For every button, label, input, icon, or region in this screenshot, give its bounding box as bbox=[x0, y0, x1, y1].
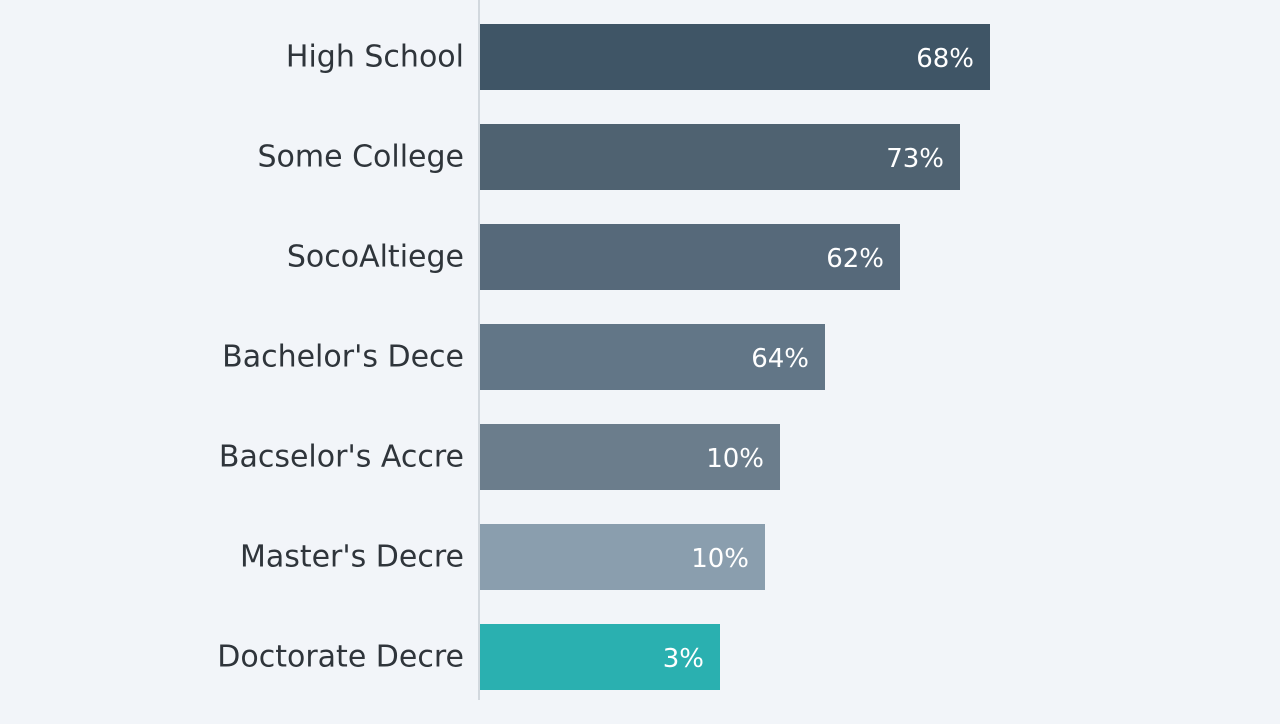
data-label: 10% bbox=[706, 444, 764, 474]
data-label: 68% bbox=[916, 44, 974, 74]
bar bbox=[480, 224, 900, 290]
bar-group: Master's Decre 10% bbox=[240, 524, 765, 590]
bar-group: Bachelor's Dece 64% bbox=[222, 324, 825, 390]
bar-group: High School 68% bbox=[286, 24, 990, 90]
bar bbox=[480, 324, 825, 390]
bar-group: Doctorate Decre 3% bbox=[217, 624, 720, 690]
bar bbox=[480, 624, 720, 690]
data-label: 73% bbox=[886, 144, 944, 174]
bar bbox=[480, 524, 765, 590]
bar-group: Bacselor's Accre 10% bbox=[219, 424, 780, 490]
bar-group: SocoAltiege 62% bbox=[287, 224, 900, 290]
bar bbox=[480, 424, 780, 490]
category-label: Doctorate Decre bbox=[217, 640, 464, 675]
category-label: Master's Decre bbox=[240, 540, 464, 575]
data-label: 10% bbox=[691, 544, 749, 574]
bar bbox=[480, 24, 990, 90]
bar bbox=[480, 124, 960, 190]
bar-group: Some College 73% bbox=[257, 124, 960, 190]
category-label: High School bbox=[286, 40, 464, 75]
category-label: Bacselor's Accre bbox=[219, 440, 464, 475]
category-label: Bachelor's Dece bbox=[222, 340, 464, 375]
category-label: Some College bbox=[257, 140, 464, 175]
data-label: 62% bbox=[826, 244, 884, 274]
data-label: 3% bbox=[663, 644, 704, 674]
category-label: SocoAltiege bbox=[287, 240, 464, 275]
data-label: 64% bbox=[751, 344, 809, 374]
